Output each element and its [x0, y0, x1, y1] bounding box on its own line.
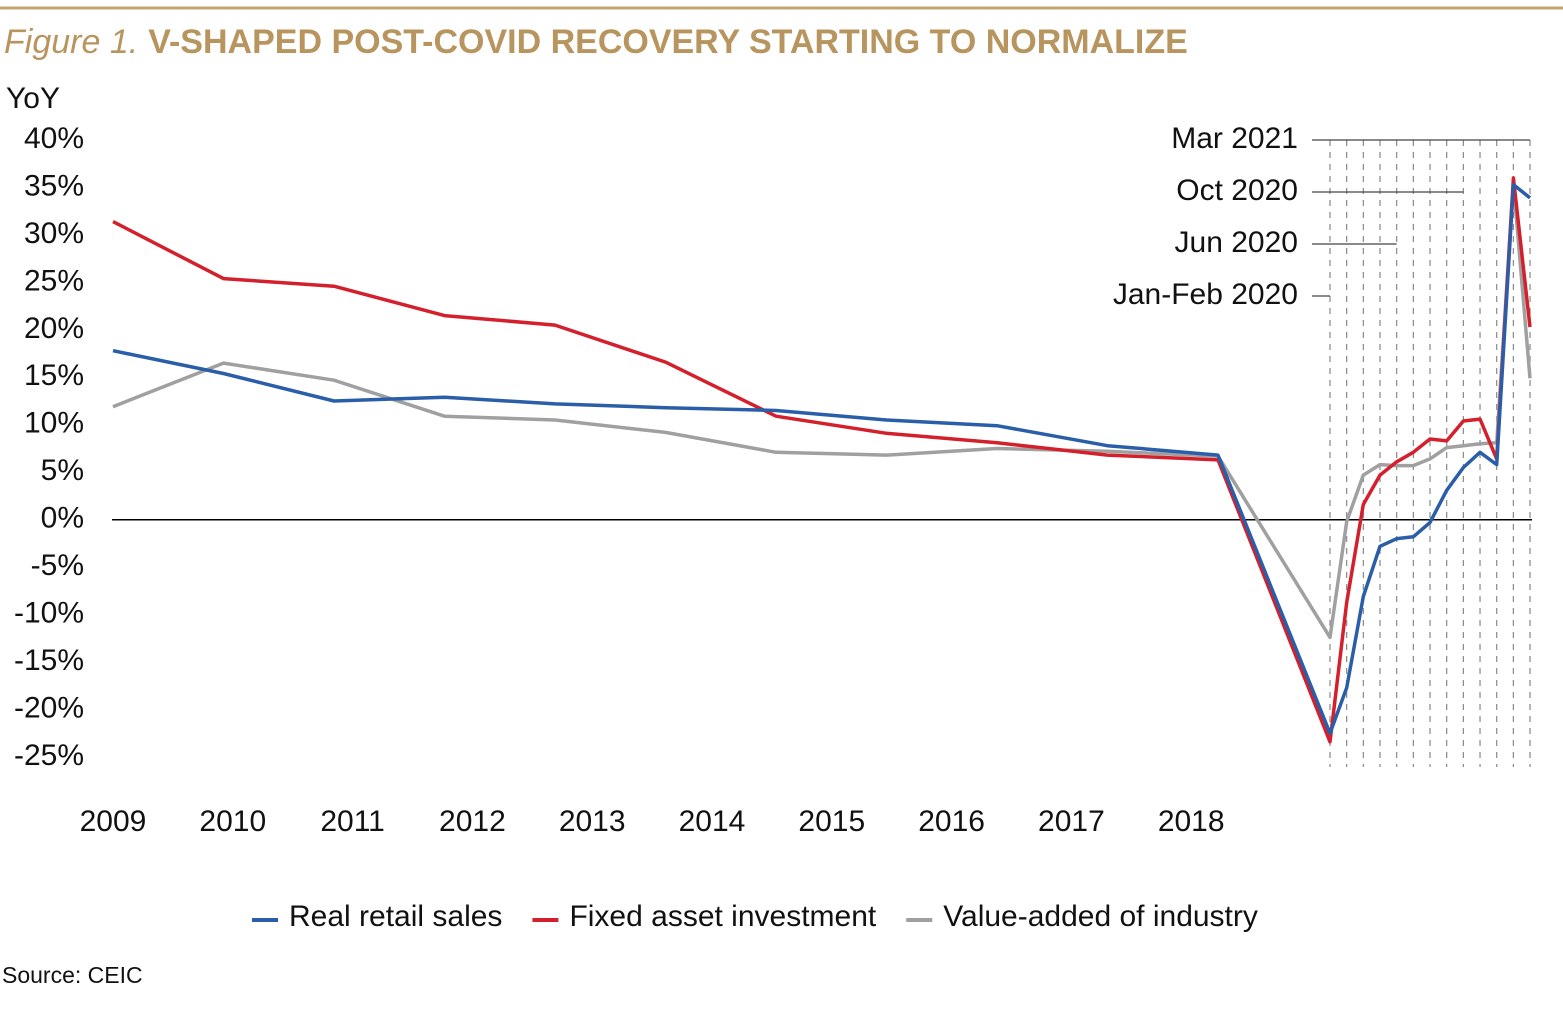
x-tick-label: 2013 — [559, 805, 626, 838]
annotation: Oct 2020 — [1176, 174, 1298, 207]
series-line — [112, 176, 1532, 744]
x-tick-label: 2016 — [918, 805, 985, 838]
y-tick-label: -10% — [14, 597, 84, 630]
x-tick-label: 2010 — [199, 805, 266, 838]
y-tick-label: 25% — [24, 264, 84, 297]
y-tick-label: -5% — [31, 549, 84, 582]
y-tick-label: 20% — [24, 312, 84, 345]
x-tick-label: 2009 — [80, 805, 147, 838]
y-axis-label: YoY — [6, 82, 60, 115]
y-tick-label: 40% — [24, 122, 84, 155]
legend-label: Real retail sales — [289, 900, 502, 933]
y-tick-label: 5% — [41, 454, 84, 487]
x-tick-label: 2011 — [320, 805, 385, 838]
y-tick-label: -20% — [14, 691, 84, 724]
series-line — [112, 182, 1532, 736]
x-tick-label: 2012 — [439, 805, 506, 838]
y-tick-label: 15% — [24, 359, 84, 392]
legend-label: Value-added of industry — [943, 900, 1258, 933]
figure-label: Figure 1. — [4, 23, 138, 61]
series-line — [112, 180, 1532, 640]
x-tick-label: 2014 — [679, 805, 746, 838]
y-tick-label: 10% — [24, 407, 84, 440]
source: Source: CEIC — [2, 962, 143, 988]
y-tick-label: 30% — [24, 217, 84, 250]
annotation: Jan-Feb 2020 — [1113, 278, 1298, 311]
y-tick-label: 0% — [41, 502, 84, 535]
y-tick-label: 35% — [24, 169, 84, 202]
y-tick-label: -15% — [14, 644, 84, 677]
annotation: Mar 2021 — [1171, 122, 1298, 155]
legend-label: Fixed asset investment — [569, 900, 876, 933]
x-tick-label: 2015 — [798, 805, 865, 838]
x-tick-label: 2018 — [1158, 805, 1225, 838]
annotation: Jun 2020 — [1175, 226, 1298, 259]
chart-title: Figure 1. V-SHAPED POST-COVID RECOVERY ST… — [4, 23, 1188, 61]
title-text: V-SHAPED POST-COVID RECOVERY STARTING TO… — [148, 23, 1188, 61]
y-tick-label: -25% — [14, 739, 84, 772]
x-tick-label: 2017 — [1038, 805, 1105, 838]
